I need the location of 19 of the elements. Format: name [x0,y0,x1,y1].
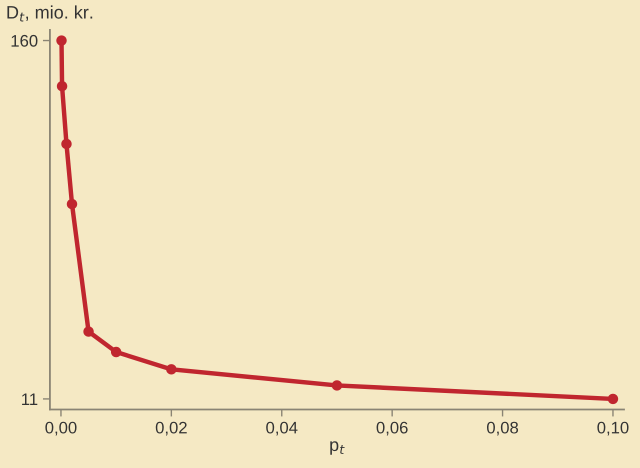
x-axis-title: p$_{t}$ [330,441,345,455]
point [110,346,122,358]
y-axis-title: D$_{t}$, mio. kr. [7,5,92,22]
point [56,35,67,46]
x-tick-label: 0,04 [266,422,298,436]
x-tick-label: 0,00 [45,422,77,436]
x-tick-label: 0,06 [376,422,408,436]
point [83,326,94,337]
point [66,198,78,210]
x-tick-label: 0,08 [486,422,518,436]
point [166,364,177,375]
x-tick-label: 0,02 [156,422,187,436]
point [608,394,618,404]
point [56,81,68,92]
y-tick-label: 11 [22,393,38,405]
y-tick-label: 160 [12,34,38,47]
x-tick-label: 0,10 [597,422,629,436]
point [61,138,72,150]
point [332,380,342,391]
